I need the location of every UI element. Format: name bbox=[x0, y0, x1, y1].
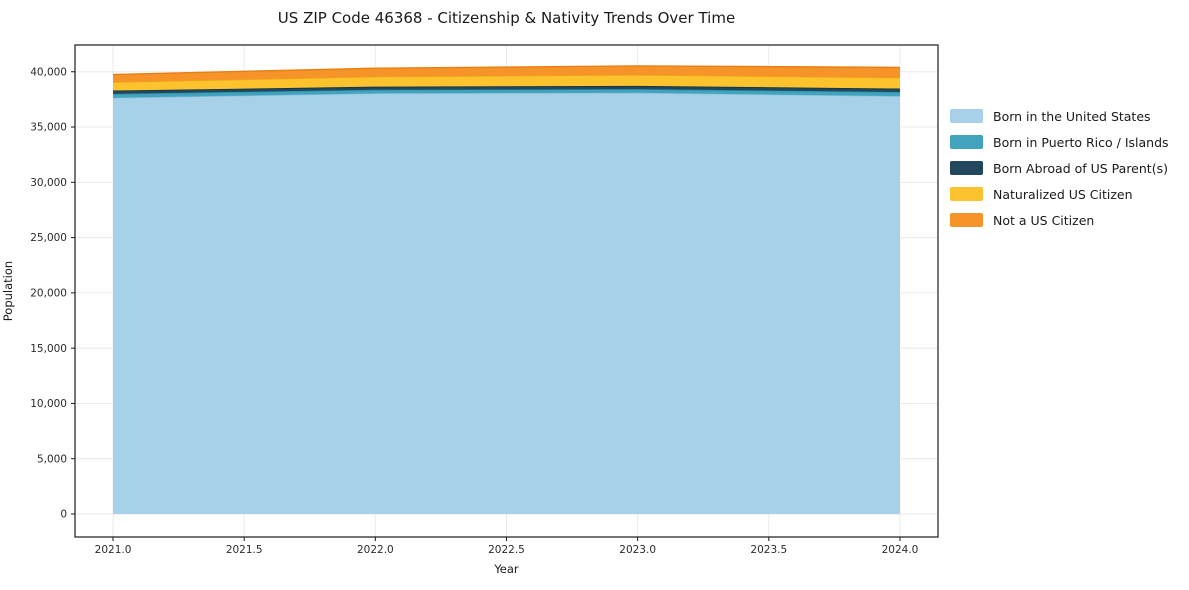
legend-label: Born in Puerto Rico / Islands bbox=[993, 134, 1169, 150]
y-tick-label: 35,000 bbox=[30, 122, 67, 134]
x-tick-label: 2022.5 bbox=[488, 544, 525, 556]
legend-item: Born in Puerto Rico / Islands bbox=[950, 129, 1169, 155]
legend-item: Born in the United States bbox=[950, 103, 1169, 129]
x-axis-label: Year bbox=[494, 562, 519, 576]
x-tick-label: 2024.0 bbox=[882, 544, 919, 556]
legend-label: Born in the United States bbox=[993, 108, 1151, 124]
y-tick-label: 30,000 bbox=[30, 177, 67, 189]
x-tick-label: 2021.0 bbox=[95, 544, 132, 556]
legend-swatch bbox=[950, 161, 983, 175]
legend-swatch bbox=[950, 213, 983, 227]
x-tick-label: 2022.0 bbox=[357, 544, 394, 556]
y-tick-label: 0 bbox=[60, 509, 67, 521]
legend-item: Naturalized US Citizen bbox=[950, 181, 1169, 207]
legend-item: Born Abroad of US Parent(s) bbox=[950, 155, 1169, 181]
y-tick-label: 5,000 bbox=[37, 453, 67, 465]
edge-line bbox=[113, 65, 900, 76]
chart-title: US ZIP Code 46368 - Citizenship & Nativi… bbox=[277, 9, 736, 27]
legend-item: Not a US Citizen bbox=[950, 207, 1169, 233]
x-tick-label: 2023.0 bbox=[619, 544, 656, 556]
area-born-in-the-united-states bbox=[113, 92, 900, 515]
legend-swatch bbox=[950, 135, 983, 149]
y-tick-label: 20,000 bbox=[30, 287, 67, 299]
x-tick-label: 2023.5 bbox=[750, 544, 787, 556]
y-tick-label: 15,000 bbox=[30, 343, 67, 355]
y-tick-label: 40,000 bbox=[30, 66, 67, 78]
x-tick-label: 2021.5 bbox=[226, 544, 263, 556]
legend-label: Not a US Citizen bbox=[993, 212, 1095, 228]
y-axis-label: Population bbox=[1, 260, 15, 322]
area-naturalized-us-citizen bbox=[113, 74, 900, 91]
legend-swatch bbox=[950, 109, 983, 123]
legend-swatch bbox=[950, 187, 983, 201]
legend-label: Born Abroad of US Parent(s) bbox=[993, 160, 1168, 176]
y-tick-label: 10,000 bbox=[30, 398, 67, 410]
y-tick-label: 25,000 bbox=[30, 232, 67, 244]
legend: Born in the United States Born in Puerto … bbox=[950, 103, 1169, 233]
legend-label: Naturalized US Citizen bbox=[993, 186, 1133, 202]
